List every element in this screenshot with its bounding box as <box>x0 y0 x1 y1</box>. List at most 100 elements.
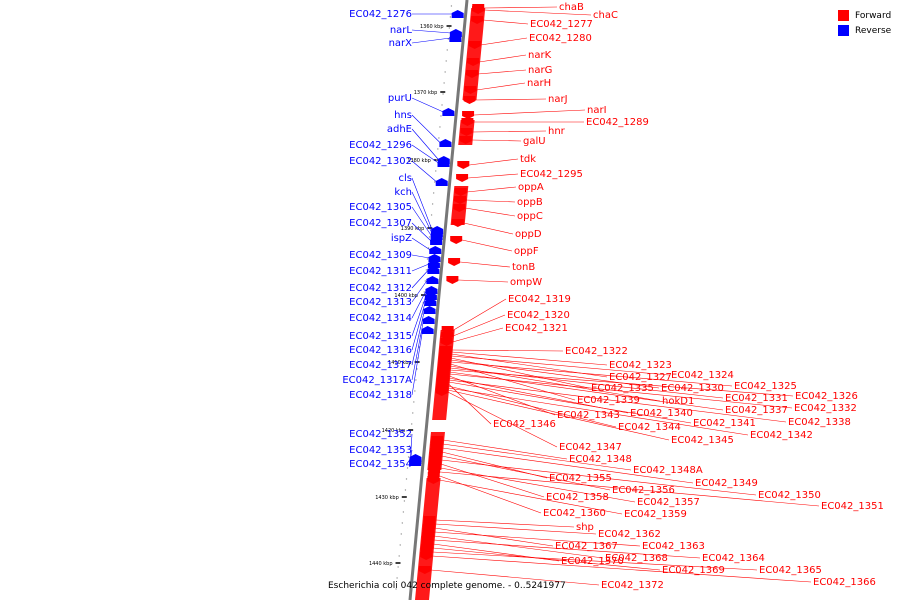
forward-gene-label: EC042_1345 <box>671 435 734 446</box>
forward-leader-line <box>439 475 542 514</box>
forward-gene-feature <box>446 276 459 284</box>
forward-gene-label: hnr <box>548 126 566 137</box>
forward-leader-line <box>442 443 632 471</box>
backbone-dot <box>395 588 397 590</box>
reverse-gene-label: EC042_1315 <box>349 331 412 342</box>
forward-gene-label: EC042_1332 <box>794 403 857 414</box>
forward-leader-line <box>448 381 692 424</box>
forward-leader-line <box>449 373 793 409</box>
forward-leader-line <box>450 363 576 401</box>
forward-leader-line <box>432 551 758 571</box>
forward-gene-label: chaC <box>593 10 618 21</box>
forward-gene-label: EC042_1337 <box>725 405 788 416</box>
forward-leader-line <box>432 547 661 571</box>
genome-backbone <box>408 0 469 601</box>
backbone-dot <box>423 291 425 293</box>
backbone-dot <box>406 467 409 469</box>
backbone-dot <box>408 445 411 447</box>
forward-gene-label: EC042_1365 <box>759 565 822 576</box>
reverse-gene-label: EC042_1313 <box>349 297 412 308</box>
reverse-leader-line <box>411 309 425 366</box>
reverse-gene-feature <box>427 266 440 274</box>
backbone-dot <box>432 192 435 194</box>
reverse-gene-feature <box>423 306 436 314</box>
forward-leader-line <box>460 261 511 268</box>
reverse-gene-label: EC042_1314 <box>349 313 412 324</box>
forward-leader-line <box>440 463 545 498</box>
reverse-leader-line <box>410 449 413 461</box>
forward-gene-label: EC042_1321 <box>505 323 568 334</box>
forward-gene-label: EC042_1327 <box>609 372 672 383</box>
legend-reverse-label: Reverse <box>855 25 892 36</box>
reverse-gene-feature <box>449 34 462 42</box>
label-leader-lines <box>409 6 820 586</box>
forward-gene-feature <box>457 161 470 169</box>
forward-gene-label: EC042_1277 <box>530 19 593 30</box>
forward-gene-label: narH <box>527 78 551 89</box>
forward-gene-label: EC042_1340 <box>630 408 693 419</box>
reverse-leader-line <box>411 301 426 351</box>
reverse-leader-line <box>411 206 432 237</box>
forward-leader-line <box>448 387 749 436</box>
forward-gene-label: EC042_1344 <box>618 422 681 433</box>
forward-leader-line <box>441 459 757 496</box>
forward-gene-label: EC042_1320 <box>507 310 570 321</box>
forward-gene-label: EC042_1324 <box>671 370 734 381</box>
backbone-dot <box>411 423 413 425</box>
backbone-dot <box>413 401 415 403</box>
scale-tick-label: 1420 kbp <box>382 428 406 434</box>
backbone-dot <box>446 49 448 51</box>
backbone-dot <box>430 214 433 216</box>
backbone-dot <box>412 412 414 414</box>
forward-gene-label: EC042_1367 <box>555 541 618 552</box>
forward-gene-label: hokD1 <box>662 396 694 407</box>
forward-leader-line <box>474 109 586 116</box>
forward-leader-line <box>447 391 558 448</box>
scale-tick-label: 1390 kbp <box>401 226 425 232</box>
backbone-dot <box>396 577 398 579</box>
backbone-dot <box>440 115 442 117</box>
forward-swatch <box>838 10 849 21</box>
reverse-gene-label: hns <box>394 110 412 121</box>
reverse-swatch <box>838 25 849 36</box>
legend: Forward Reverse <box>838 8 891 38</box>
forward-gene-feature <box>453 204 466 212</box>
backbone-dot <box>445 60 447 62</box>
forward-gene-label: EC042_1341 <box>693 418 756 429</box>
forward-leader-line <box>439 479 623 515</box>
forward-leader-line <box>471 139 522 142</box>
forward-leader-line <box>462 239 513 252</box>
reverse-gene-label: EC042_1307 <box>349 218 412 229</box>
forward-gene-label: EC042_1363 <box>642 541 705 552</box>
scale-tick-label: 1400 kbp <box>394 293 418 299</box>
forward-gene-label: EC042_1342 <box>750 430 813 441</box>
reverse-gene-feature <box>439 139 452 147</box>
genome-title: Escherichia coli 042 complete genome. - … <box>328 581 566 591</box>
forward-gene-label: EC042_1364 <box>702 553 765 564</box>
forward-gene-label: EC042_1343 <box>557 410 620 421</box>
reverse-leader-line <box>409 461 413 465</box>
forward-gene-label: narI <box>587 105 607 116</box>
backbone-dot <box>443 82 445 84</box>
legend-forward-label: Forward <box>855 10 892 21</box>
forward-gene-label: EC042_1323 <box>609 360 672 371</box>
backbone-dot <box>403 500 406 502</box>
forward-gene-label: EC042_1362 <box>598 529 661 540</box>
reverse-gene-label: EC042_1276 <box>349 9 412 20</box>
reverse-gene-label: cls <box>399 173 413 184</box>
backbone-dot <box>407 456 410 458</box>
forward-leader-line <box>479 54 527 63</box>
forward-gene-label: EC042_1331 <box>725 393 788 404</box>
reverse-leader-line <box>411 237 431 251</box>
reverse-gene-label: EC042_1311 <box>349 266 412 277</box>
forward-gene-label: EC042_1348A <box>633 465 703 476</box>
forward-gene-feature <box>472 6 485 14</box>
reverse-leader-line <box>411 29 451 34</box>
backbone-dot <box>436 159 438 161</box>
reverse-leader-line <box>411 263 430 272</box>
forward-gene-feature <box>467 58 480 66</box>
forward-gene-label: shp <box>576 522 594 533</box>
reverse-leader-line <box>411 160 437 183</box>
forward-leader-line <box>463 222 514 235</box>
